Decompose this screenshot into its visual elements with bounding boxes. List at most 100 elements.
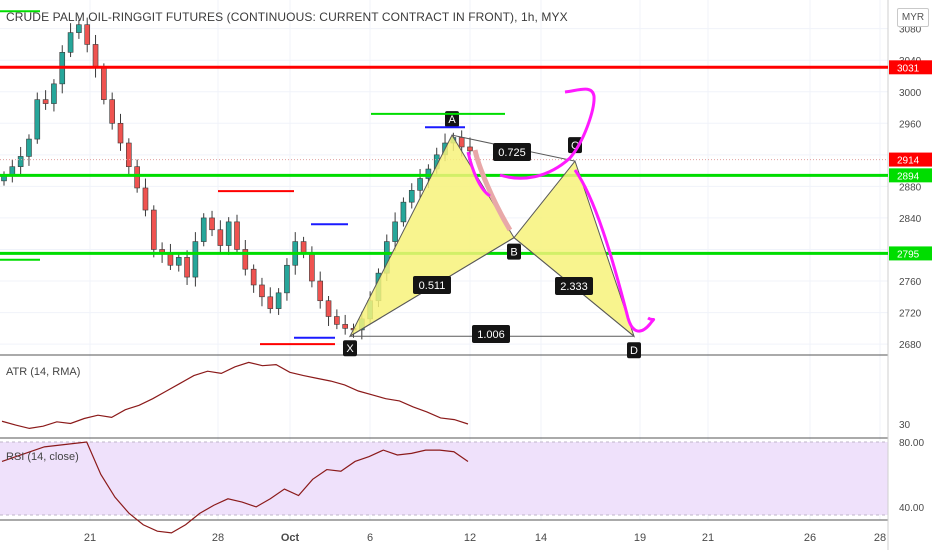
rsi-line [1, 441, 469, 534]
price-badge-2 [889, 168, 932, 183]
candle-body [408, 190, 415, 203]
price-badge-label: 3031 [897, 63, 920, 74]
price-badge-label: 2795 [897, 249, 920, 260]
currency-button[interactable]: MYR [897, 8, 929, 27]
candle-body [300, 241, 307, 254]
candle-body [284, 264, 290, 294]
pattern-triangle-bcd [513, 160, 636, 338]
atr-line [1, 361, 469, 430]
candle-body [267, 296, 274, 309]
price-axis[interactable]: 3080304030002960288028402800276027202680… [889, 25, 932, 514]
pattern-point-label-c: C [571, 140, 579, 152]
time-tick-label: 28 [212, 532, 224, 544]
pattern-point-label-b: B [510, 247, 517, 259]
candle-body [92, 44, 99, 69]
candle-body [67, 32, 74, 53]
time-tick-label: 14 [535, 532, 547, 544]
candle-body [309, 253, 315, 282]
price-badge-1 [889, 152, 932, 167]
price-tick-label: 2720 [899, 309, 922, 320]
harmonic-pattern[interactable]: X A B C D 0.725 0.511 2.333 1.006 [343, 111, 641, 359]
pattern-ratio-label: 0.511 [419, 280, 446, 292]
price-tick-label: 2840 [899, 214, 922, 225]
time-tick-label: 19 [634, 532, 646, 544]
pattern-ratio-label: 2.333 [560, 281, 588, 293]
pattern-point-box-d [627, 342, 641, 359]
candle-body [417, 178, 423, 191]
pattern-point-label-a: A [448, 114, 456, 126]
time-tick-label: 21 [702, 532, 714, 544]
pattern-point-label-x: X [346, 343, 354, 355]
rsi-panel-label: RSI (14, close) [6, 451, 79, 463]
atr-series [1, 361, 469, 430]
price-badge-label: 2914 [897, 156, 920, 167]
pattern-ratio-box [555, 277, 593, 295]
time-tick-label: 26 [804, 532, 816, 544]
candle-body [134, 166, 140, 189]
candle-body [458, 137, 465, 148]
short-level-markers [0, 10, 505, 346]
candle-body [209, 217, 215, 231]
candle-body [342, 324, 348, 329]
pattern-point-box-b [507, 243, 521, 260]
candle-body [76, 24, 82, 33]
time-tick-label: 21 [84, 532, 96, 544]
pen-stroke-ab [472, 149, 513, 232]
candle-body [17, 156, 24, 167]
candle-body [217, 229, 224, 246]
price-badge-label: 2894 [897, 171, 920, 182]
candle-body [150, 209, 157, 250]
time-tick-label: 28 [874, 532, 886, 544]
rsi-tick-label: 80.00 [899, 438, 924, 449]
pen-stroke-cd [573, 169, 656, 333]
candle-body [234, 221, 240, 250]
candle-body [117, 122, 124, 144]
atr-panel-label: ATR (14, RMA) [6, 366, 81, 378]
candle-body [467, 146, 473, 152]
chart-title: CRUDE PALM OIL-RINGGIT FUTURES (CONTINUO… [6, 10, 568, 24]
price-tick-label: 2680 [899, 340, 922, 351]
pattern-ratio-box [413, 276, 451, 294]
candle-body [192, 241, 199, 278]
candle-body [317, 280, 324, 302]
atr-tick-label: 30 [899, 420, 911, 431]
candle-body [400, 201, 407, 223]
candle-body [225, 221, 232, 246]
pattern-triangle-xab [348, 134, 515, 338]
pen-stroke-a [466, 151, 491, 198]
rsi-tick-label: 40.00 [899, 503, 924, 514]
price-badge-3 [889, 246, 932, 261]
candle-body [101, 67, 107, 100]
candle-body [392, 221, 398, 242]
pattern-point-label-d: D [630, 345, 638, 357]
time-tick-label: 12 [464, 532, 476, 544]
pattern-point-box-c [568, 137, 582, 154]
candle-body [250, 268, 257, 286]
time-axis[interactable]: 21 28 Oct 6 12 14 19 21 26 28 [84, 532, 886, 544]
rsi-band [0, 442, 888, 515]
candle-body [325, 300, 332, 317]
candle-body [334, 316, 340, 325]
rsi-series [1, 441, 469, 534]
freehand-drawing[interactable] [466, 87, 656, 333]
pattern-ratio-box [472, 325, 510, 343]
candle-body [242, 249, 249, 270]
price-tick-label: 3000 [899, 88, 922, 99]
candle-body [142, 187, 149, 211]
price-badge-0 [889, 60, 932, 75]
time-tick-label: 6 [367, 532, 373, 544]
candle-body [84, 24, 91, 45]
pen-stroke-c-loop [499, 87, 596, 180]
candle-body [51, 83, 57, 104]
pattern-ratio-box [493, 143, 531, 161]
candle-body [42, 99, 49, 104]
candle-body [175, 257, 182, 266]
candle-body [34, 99, 41, 140]
pattern-ratio-label: 1.006 [477, 329, 505, 341]
candle-body [259, 284, 265, 298]
price-tick-label: 3080 [899, 25, 922, 36]
candle-body [167, 253, 174, 266]
pattern-point-box-a [445, 111, 459, 128]
